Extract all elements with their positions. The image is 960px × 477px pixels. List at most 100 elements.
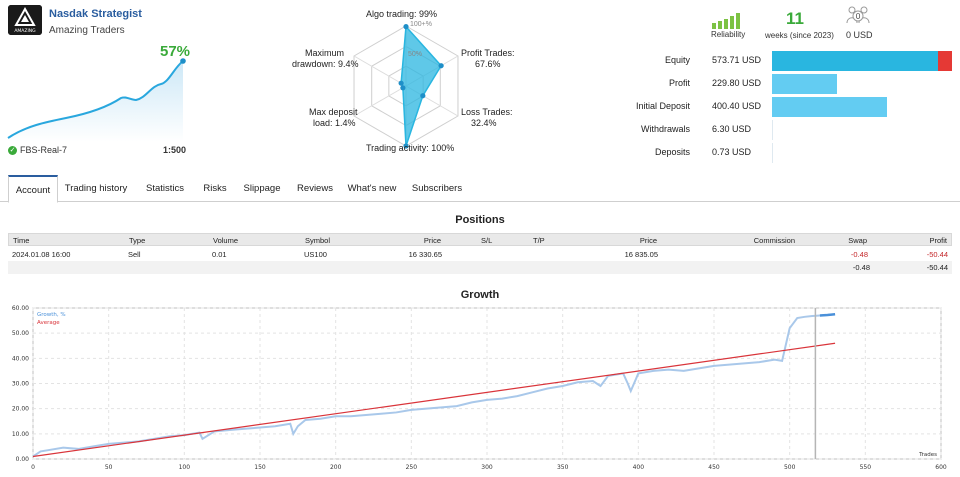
radar-point-max-deposit-load (400, 85, 406, 91)
x-tick-label: 600 (935, 464, 947, 471)
table-cell: Sell (128, 250, 141, 259)
tab-what-s-new[interactable]: What's new (347, 183, 397, 194)
y-tick-label: 60.00 (12, 305, 29, 312)
radar-label-max-drawdown: Maximum (305, 48, 345, 58)
table-cell: -50.44 (926, 250, 948, 259)
growth-percent: 57% (160, 43, 191, 60)
radar-label-max-deposit-value: load: 1.4% (313, 118, 356, 128)
x-tick-label: 400 (633, 464, 645, 471)
growth-chart: 0 50 100 150 200 250 300 350 400 450 500 550 600 0.00… (12, 305, 947, 471)
balance-bar (772, 74, 837, 94)
column-header: Price (423, 236, 441, 245)
radar-point-algo-trading (403, 24, 409, 30)
radar-label-profit-trades-value: 67.6% (475, 59, 501, 69)
radar-label-profit-trades: Profit Trades: (461, 48, 515, 58)
radar-label-trading-activity: Trading activity: 100% (366, 143, 455, 153)
radar-scale-50: 50% (408, 51, 423, 58)
balance-value: 229.80 USD (712, 78, 762, 88)
strategy-logo[interactable]: AMAZING (8, 5, 42, 35)
radar-label-max-deposit: Max deposit (309, 107, 358, 117)
radar-point-max-drawdown (398, 80, 404, 86)
leverage: 1:500 (163, 145, 187, 155)
x-tick-label: 350 (557, 464, 569, 471)
tab-trading-history[interactable]: Trading history (64, 183, 128, 194)
radar-label-loss-trades: Loss Trades: (461, 107, 513, 117)
subscribers-badge: 0 (855, 12, 860, 21)
table-cell: US100 (304, 250, 327, 259)
legend-average: Average (37, 320, 60, 326)
radar-point-profit-trades (438, 63, 444, 69)
balance-label: Withdrawals (640, 124, 690, 134)
tab-risks[interactable]: Risks (203, 183, 227, 194)
column-header: Symbol (305, 236, 331, 245)
reliability-bars-icon (712, 13, 740, 29)
reliability-label: Reliability (711, 30, 746, 39)
column-header: Volume (213, 236, 239, 245)
y-tick-label: 20.00 (12, 406, 29, 413)
legend-growth: Growth, % (37, 312, 66, 318)
balance-bar (772, 143, 773, 163)
y-tick-label: 50.00 (12, 330, 29, 337)
radar-axis (353, 55, 407, 87)
balance-value: 573.71 USD (712, 55, 762, 65)
x-axis-label: Trades (918, 452, 937, 458)
balance-bar (772, 120, 773, 140)
author-name[interactable]: Amazing Traders (49, 25, 125, 36)
table-cell: 0.01 (212, 250, 227, 259)
growth-title: Growth (460, 289, 500, 301)
account-server[interactable]: FBS-Real-7 (20, 145, 68, 155)
radar-label-algo-trading: Algo trading: 99% (366, 9, 438, 19)
positions-header-row: Time Type Volume Symbol Price S/L T/P Price Comm… (8, 233, 952, 246)
strategy-name[interactable]: Nasdak Strategist (49, 8, 142, 20)
weeks-label: weeks (since 2023) (765, 31, 834, 40)
y-tick-label: 30.00 (12, 381, 29, 388)
equity-drawdown-bar (938, 51, 952, 71)
radar-shape (400, 24, 443, 147)
x-tick-label: 100 (179, 464, 191, 471)
x-tick-label: 150 (254, 464, 266, 471)
x-tick-label: 300 (481, 464, 493, 471)
column-header: Profit (929, 236, 947, 245)
table-cell: -0.48 (850, 250, 868, 259)
table-row[interactable]: 2024.01.08 16:00 Sell 0.01 US100 16 330.65 16… (8, 248, 952, 261)
column-header: Swap (848, 236, 867, 245)
balance-value: 6.30 USD (712, 124, 752, 134)
positions-title: Positions (455, 214, 505, 226)
x-tick-label: 50 (105, 464, 113, 471)
positions-totals-row: -0.48 -50.44 (8, 261, 952, 274)
tab-slippage[interactable]: Slippage (243, 183, 281, 194)
x-tick-label: 0 (31, 464, 35, 471)
x-tick-label: 550 (860, 464, 872, 471)
balance-bar (772, 51, 952, 71)
radar-axis (353, 85, 407, 117)
series-average-line (32, 342, 836, 458)
radar-scale-100: 100+% (410, 21, 432, 28)
tab-reviews[interactable]: Reviews (297, 183, 333, 194)
balance-label: Deposits (654, 147, 690, 157)
balance-bar (772, 97, 887, 117)
column-header: Price (639, 236, 657, 245)
tab-account[interactable]: Account (8, 175, 58, 203)
radar-chart (353, 24, 459, 149)
y-tick-label: 0.00 (16, 456, 30, 463)
verified-check-icon: ✓ (8, 146, 17, 155)
total-profit: -50.44 (926, 263, 948, 272)
total-swap: -0.48 (852, 263, 870, 272)
x-tick-label: 450 (708, 464, 720, 471)
tab-subscribers[interactable]: Subscribers (411, 183, 463, 194)
balance-label: Profit (668, 78, 690, 88)
radar-label-loss-trades-value: 32.4% (471, 118, 497, 128)
column-header: S/L (481, 236, 493, 245)
tab-bar: Account Trading history Statistics Risks Sli… (0, 175, 960, 203)
column-header: Time (13, 236, 30, 245)
sparkline-endpoint (180, 58, 186, 64)
column-header: Type (129, 236, 146, 245)
balance-label: Equity (664, 55, 690, 65)
radar-point-loss-trades (420, 93, 426, 99)
subscribers-funds: 0 USD (846, 30, 873, 40)
series-growth-recent (819, 313, 836, 317)
column-header: Commission (753, 236, 795, 245)
radar-point-trading-activity (403, 143, 409, 149)
tab-statistics[interactable]: Statistics (145, 183, 184, 194)
x-tick-label: 200 (330, 464, 342, 471)
